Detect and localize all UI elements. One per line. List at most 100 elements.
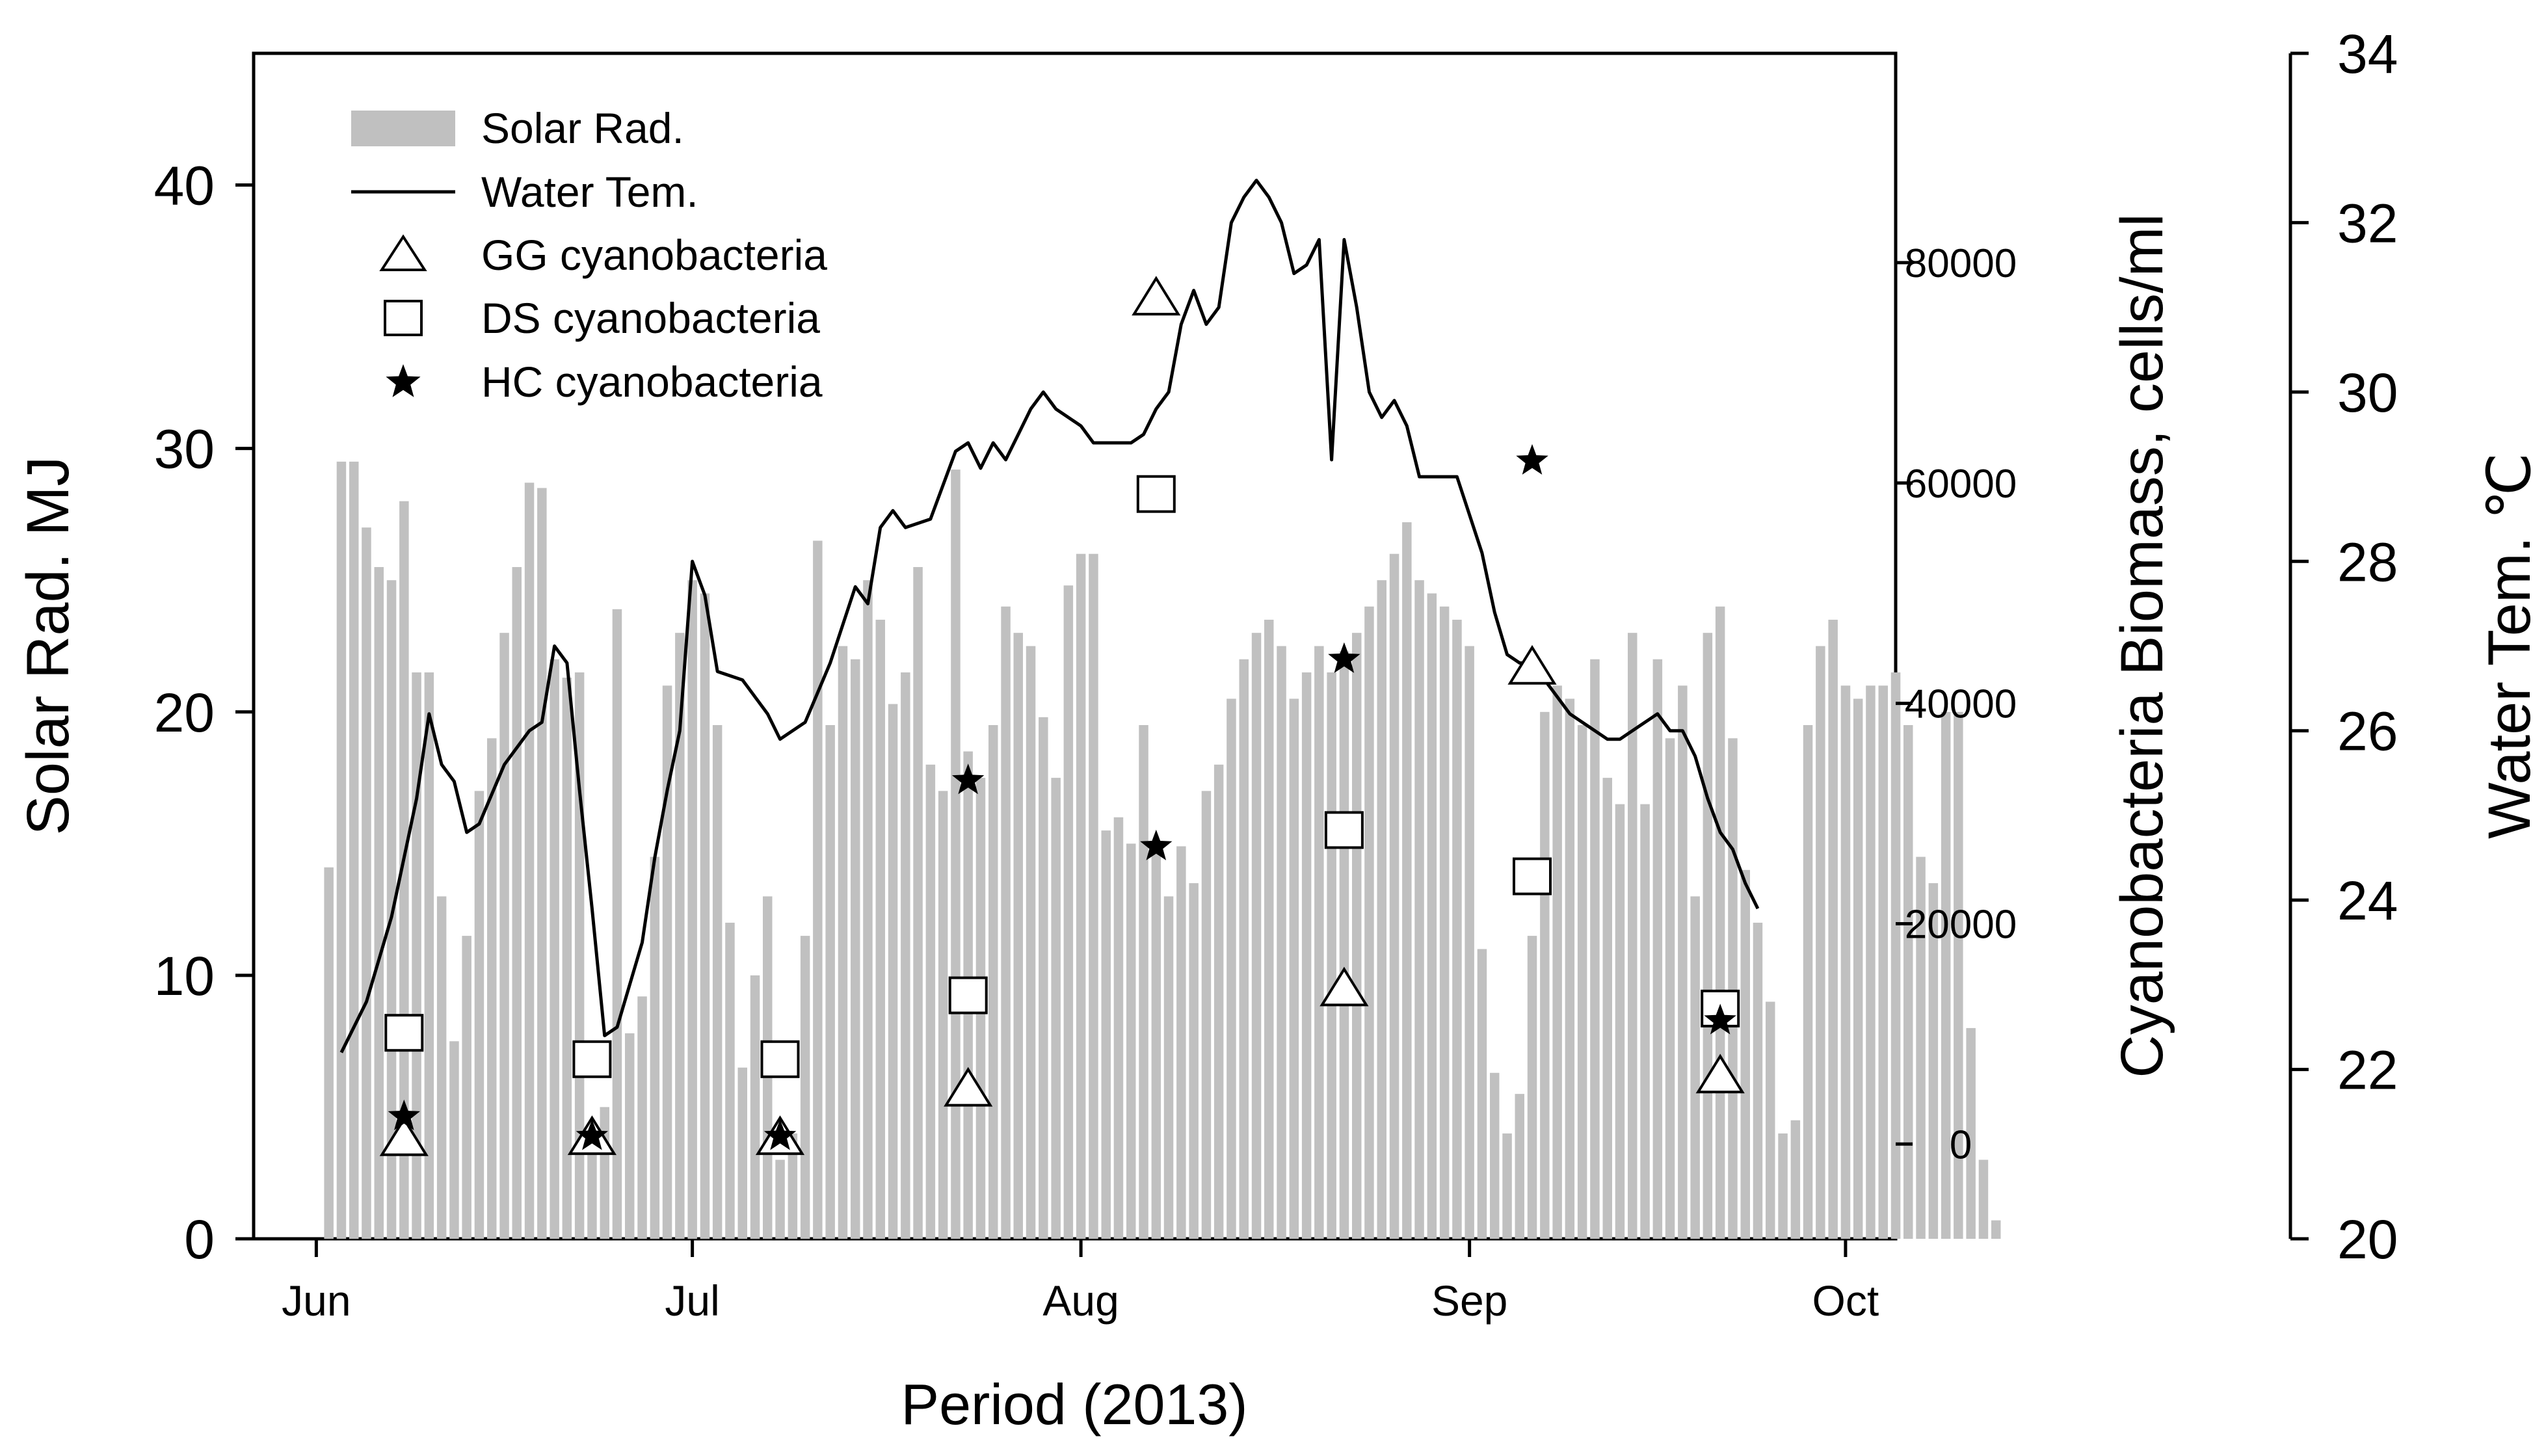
right-axis-2-tick-label: 20 xyxy=(2337,1209,2398,1270)
legend-swatch-solar-rad xyxy=(351,111,455,146)
hc-marker xyxy=(1140,829,1173,860)
solar-rad-bar xyxy=(1866,685,1876,1239)
ds-marker xyxy=(1324,811,1364,849)
gg-marker xyxy=(1507,644,1557,685)
solar-rad-bar xyxy=(1327,672,1336,1239)
left-axis: 0 10 20 30 40 xyxy=(154,155,254,1270)
left-axis-tick-label: 40 xyxy=(154,155,215,217)
gg-marker xyxy=(1319,966,1369,1007)
solar-rad-bar xyxy=(1176,846,1186,1239)
solar-rad-bar xyxy=(1213,764,1224,1239)
solar-rad-bar xyxy=(825,725,835,1239)
solar-rad-bar xyxy=(474,791,484,1239)
hc-marker xyxy=(1516,443,1548,475)
right-axis-2-tick-label: 28 xyxy=(2337,531,2398,592)
solar-rad-bar xyxy=(687,580,697,1239)
solar-rad-bar xyxy=(1251,633,1262,1239)
left-axis-tick-label: 20 xyxy=(154,682,215,743)
solar-rad-bar xyxy=(1352,633,1362,1239)
solar-rad-bar xyxy=(487,738,497,1239)
solar-rad-bar xyxy=(537,488,547,1239)
solar-rad-bar xyxy=(875,620,885,1239)
gg-marker xyxy=(1132,276,1181,316)
right-axis-1-label: Cyanobacteria Biomass, cells/ml xyxy=(2109,213,2175,1078)
solar-rad-bar xyxy=(1590,659,1600,1239)
solar-rad-bars xyxy=(324,461,2001,1239)
right-axis-1-tick-label: 20000 xyxy=(1905,902,2017,947)
ds-marker xyxy=(572,1040,612,1078)
solar-rad-bar xyxy=(1678,685,1688,1239)
solar-rad-bar xyxy=(436,896,447,1239)
right-axis-biomass: 0 20000 40000 60000 80000 xyxy=(1896,241,2017,1167)
ds-marker xyxy=(1136,475,1176,513)
solar-rad-bar xyxy=(362,527,371,1239)
right-axis-2-tick-label: 32 xyxy=(2337,192,2398,254)
solar-rad-bar xyxy=(1978,1159,1989,1239)
solar-rad-bar xyxy=(1602,778,1612,1239)
solar-rad-bar xyxy=(1715,606,1725,1239)
left-axis-label: Solar Rad. MJ xyxy=(15,457,81,836)
solar-rad-bar xyxy=(1515,1094,1524,1239)
solar-rad-bar xyxy=(1163,896,1174,1239)
solar-rad-bar xyxy=(1001,606,1011,1239)
solar-rad-bar xyxy=(1552,685,1562,1239)
right-axis-2-label: Water Tem. ℃ xyxy=(2476,453,2543,839)
solar-rad-bar xyxy=(1577,725,1587,1239)
solar-rad-bar xyxy=(1728,738,1738,1239)
solar-rad-bar xyxy=(1013,633,1023,1239)
right-axis-2-tick-label: 30 xyxy=(2337,362,2398,423)
solar-rad-bar xyxy=(1402,522,1412,1239)
solar-rad-bar xyxy=(1928,883,1939,1239)
solar-rad-bar xyxy=(1201,791,1212,1239)
left-axis-tick-label: 30 xyxy=(154,419,215,480)
legend-swatch-hc-star xyxy=(386,364,421,397)
solar-rad-bar xyxy=(813,540,823,1239)
solar-rad-bar xyxy=(1540,711,1550,1239)
solar-rad-bar xyxy=(775,1159,785,1239)
solar-rad-bar xyxy=(1966,1027,1976,1239)
solar-rad-bar xyxy=(1477,949,1487,1239)
x-axis: Jun Jul Aug Sep Oct xyxy=(282,1239,1879,1325)
solar-rad-bar xyxy=(625,1033,635,1239)
solar-rad-bar xyxy=(1063,585,1074,1239)
x-axis-tick-label: Jun xyxy=(282,1277,351,1325)
solar-rad-bar xyxy=(1916,856,1926,1239)
solar-rad-bar xyxy=(1903,725,1913,1239)
gg-marker xyxy=(944,1066,993,1107)
solar-rad-bar xyxy=(913,567,923,1239)
solar-rad-bar xyxy=(1790,1120,1801,1239)
solar-rad-bar xyxy=(1640,804,1650,1239)
solar-rad-bar xyxy=(374,567,384,1239)
hc-marker xyxy=(951,763,985,795)
solar-rad-bar xyxy=(399,501,409,1239)
solar-rad-bar xyxy=(324,867,334,1239)
solar-rad-bar xyxy=(1766,1001,1775,1239)
solar-rad-bar xyxy=(700,593,710,1239)
solar-rad-bar xyxy=(1051,778,1061,1239)
hc-marker xyxy=(763,1119,797,1150)
x-axis-label: Period (2013) xyxy=(901,1372,1247,1436)
solar-rad-bar xyxy=(424,672,434,1239)
legend-label-gg: GG cyanobacteria xyxy=(481,231,827,279)
right-axis-2-tick-label: 24 xyxy=(2337,870,2398,931)
solar-rad-bar xyxy=(1339,651,1349,1239)
x-axis-tick-label: Jul xyxy=(665,1277,719,1325)
solar-rad-bar xyxy=(712,725,723,1239)
x-axis-tick-label: Oct xyxy=(1812,1277,1879,1325)
hc-marker xyxy=(1704,1003,1736,1035)
solar-rad-bar xyxy=(462,936,471,1239)
hc-marker xyxy=(388,1099,420,1130)
solar-rad-bar xyxy=(1364,606,1374,1239)
left-axis-tick-label: 10 xyxy=(154,946,215,1007)
solar-rad-bar xyxy=(650,856,660,1239)
solar-rad-bar xyxy=(1389,553,1399,1239)
ds-marker xyxy=(760,1040,800,1078)
solar-rad-bar xyxy=(1490,1072,1500,1239)
solar-rad-bar xyxy=(600,1107,609,1239)
solar-rad-bar xyxy=(1151,843,1161,1239)
solar-rad-bar xyxy=(1890,672,1901,1239)
solar-rad-bar xyxy=(1828,620,1838,1239)
x-axis-tick-label: Sep xyxy=(1431,1277,1507,1325)
solar-rad-bar xyxy=(1502,1133,1512,1239)
